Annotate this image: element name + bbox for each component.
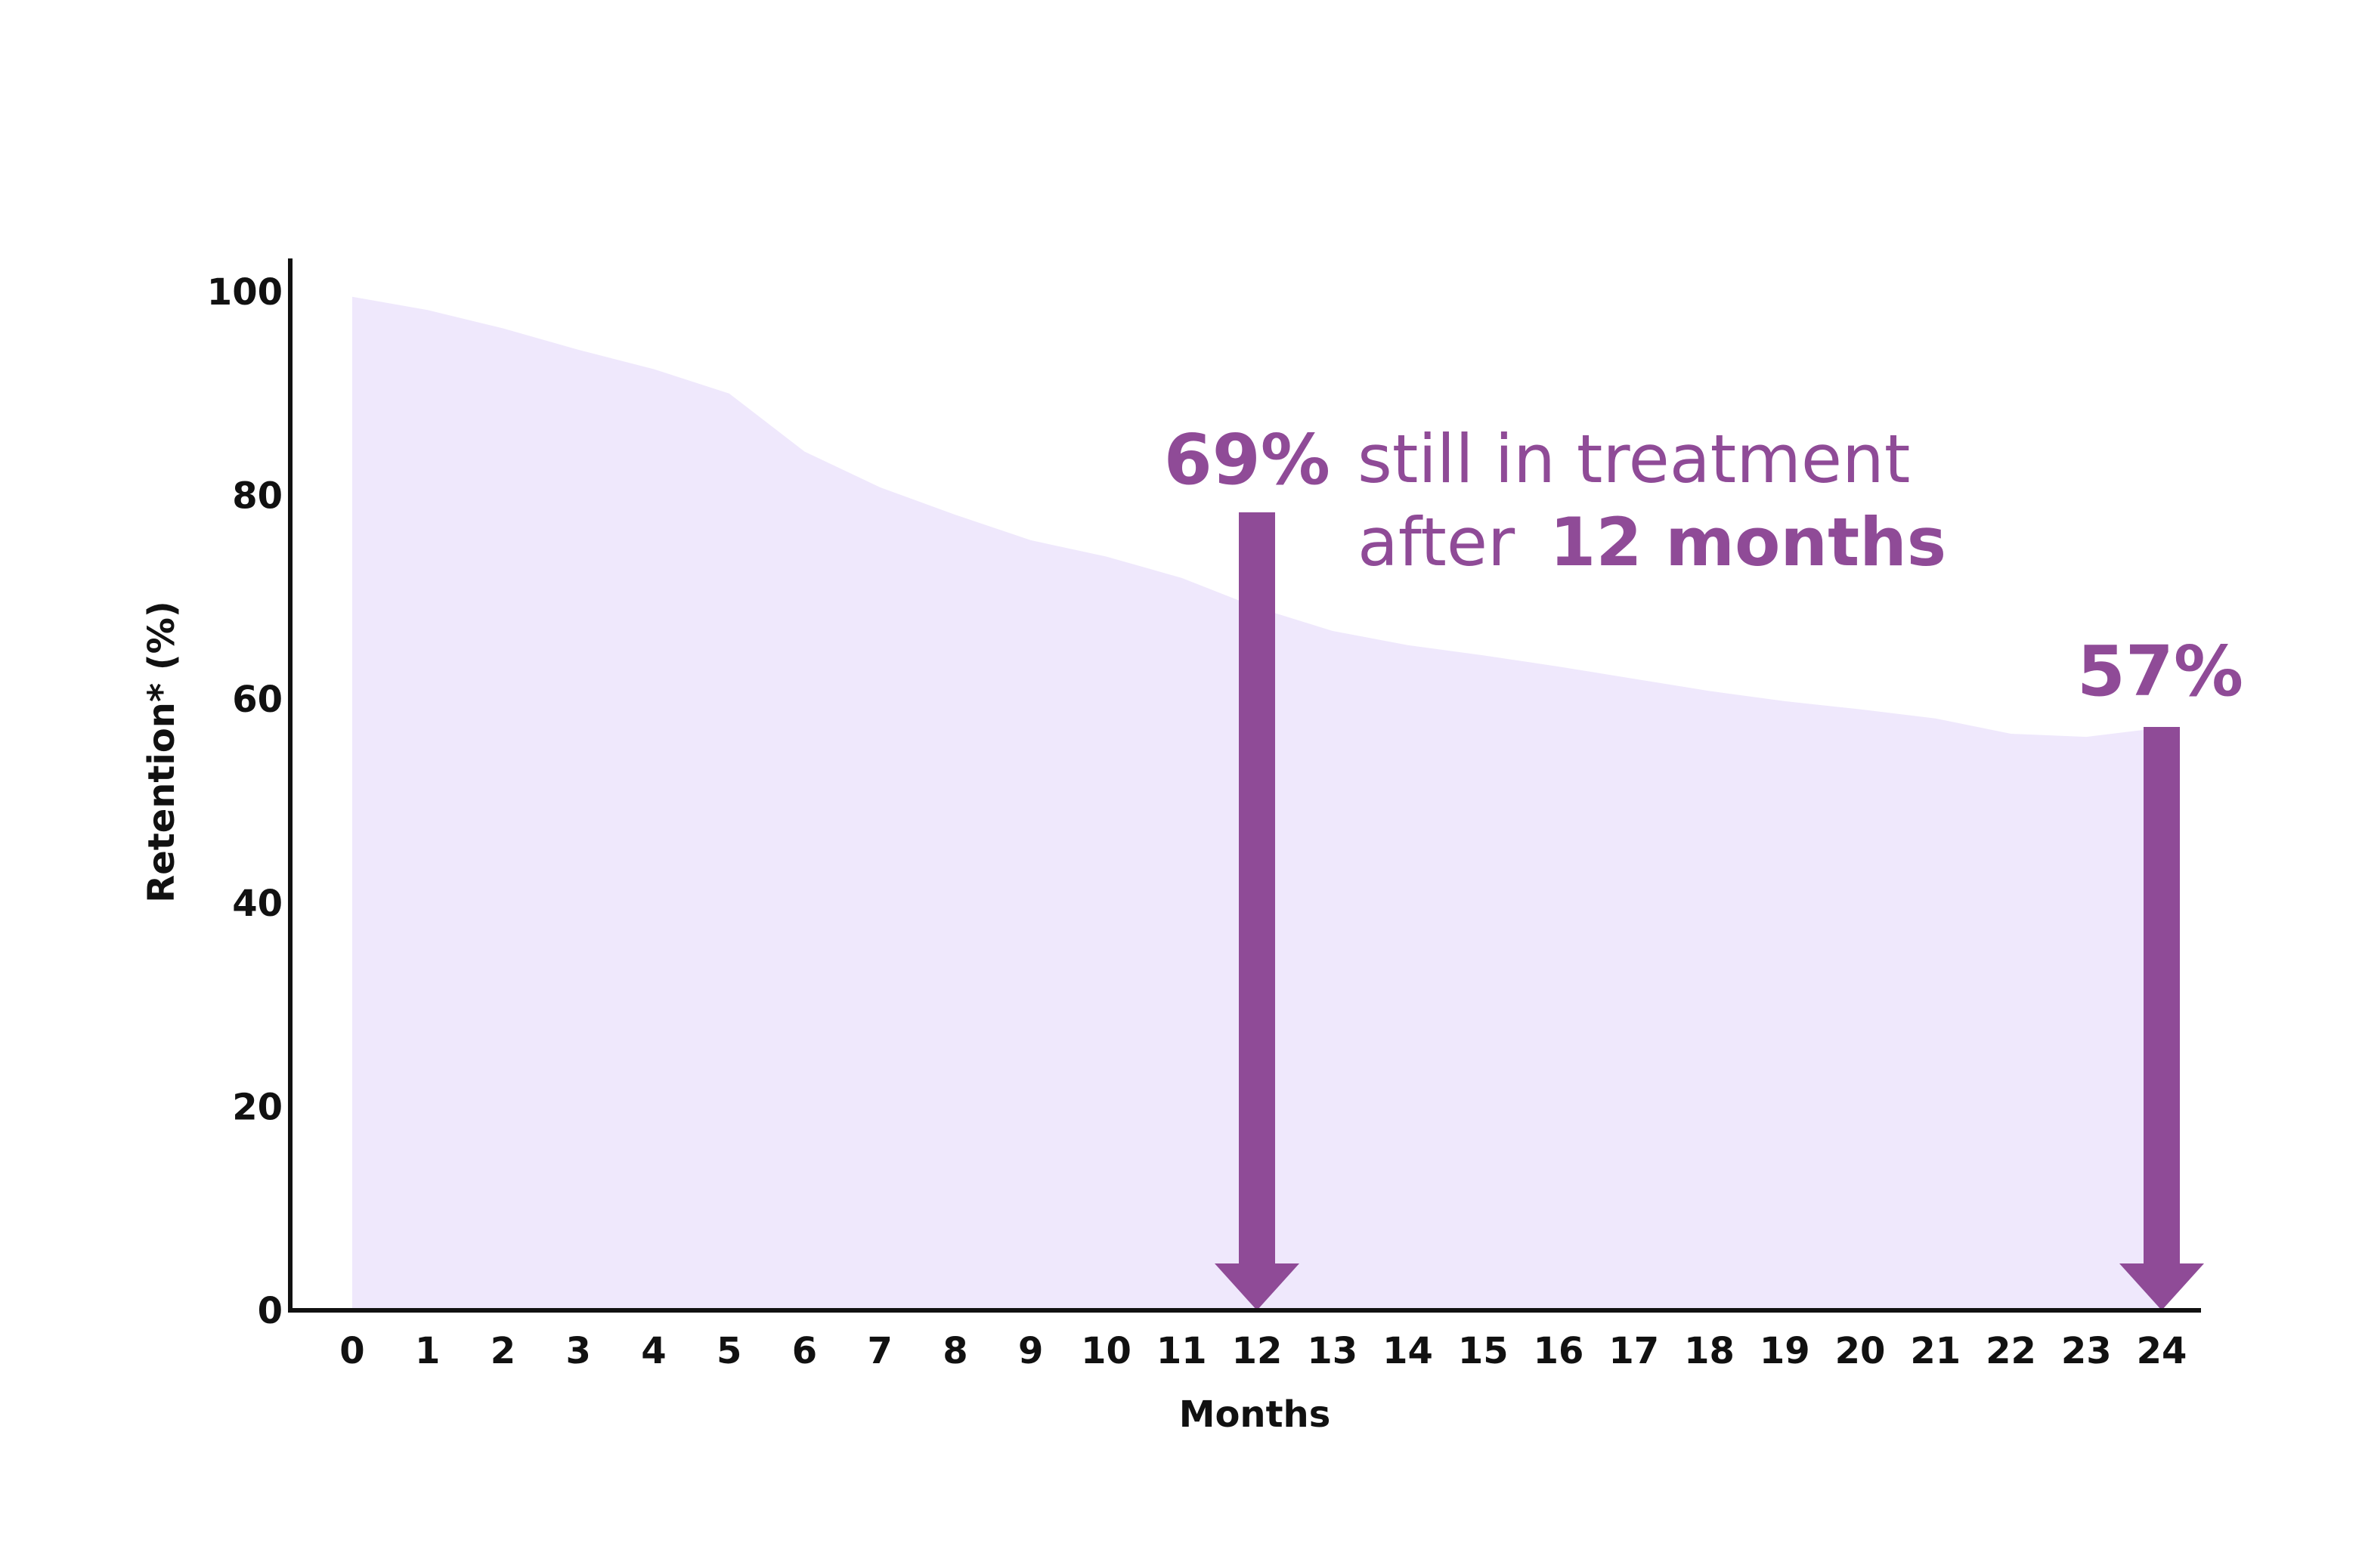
x-tick-label: 17	[1608, 1330, 1659, 1372]
x-tick-label: 4	[641, 1330, 666, 1372]
annotation-arrows	[1215, 512, 2204, 1310]
x-tick-label: 13	[1307, 1330, 1357, 1372]
annotation-arrow	[1215, 512, 1299, 1310]
x-tick-label: 9	[1018, 1330, 1043, 1372]
x-axis-ticks: 0 1 2 3 4 5 6 7 8 9 10 11 12 13 14 15 16 17 18 19 20 21 22 23 24	[339, 1330, 2187, 1372]
y-axis-ticks: 0 20 40 60 80 100	[207, 271, 283, 1332]
x-tick-label: 16	[1534, 1330, 1584, 1372]
y-tick-label: 100	[207, 271, 283, 314]
x-tick-label: 7	[868, 1330, 893, 1372]
x-tick-label: 11	[1156, 1330, 1207, 1372]
x-axis-title: Months	[1179, 1393, 1331, 1436]
x-tick-label: 3	[566, 1330, 591, 1372]
annotation-24-months-value: 57%	[2077, 631, 2243, 712]
x-tick-label: 18	[1684, 1330, 1735, 1372]
annotation-12-months-text-line2: after 12 months	[1357, 503, 1946, 581]
x-tick-label: 20	[1835, 1330, 1886, 1372]
annotation-12-months-text-line1: still in treatment	[1357, 420, 1910, 498]
x-tick-label: 21	[1910, 1330, 1961, 1372]
y-tick-label: 80	[232, 475, 283, 518]
x-tick-label: 22	[1986, 1330, 2036, 1372]
y-tick-label: 40	[232, 883, 283, 925]
annotation-after-text: after	[1357, 503, 1515, 581]
x-tick-label: 1	[415, 1330, 440, 1372]
x-tick-label: 2	[491, 1330, 515, 1372]
annotation-12-months-value: 69%	[1164, 419, 1330, 500]
x-tick-label: 0	[339, 1330, 364, 1372]
x-tick-label: 10	[1081, 1330, 1131, 1372]
x-tick-label: 14	[1382, 1330, 1433, 1372]
x-tick-label: 15	[1458, 1330, 1509, 1372]
y-axis-title: Retention* (%)	[141, 601, 183, 903]
x-tick-label: 5	[717, 1330, 741, 1372]
annotation-arrow	[2119, 727, 2204, 1310]
x-tick-label: 12	[1232, 1330, 1283, 1372]
y-tick-label: 60	[232, 679, 283, 721]
x-tick-label: 8	[943, 1330, 967, 1372]
annotation-12-months-bold-text: 12 months	[1549, 503, 1946, 581]
x-tick-label: 19	[1760, 1330, 1810, 1372]
x-tick-label: 23	[2061, 1330, 2112, 1372]
x-tick-label: 6	[792, 1330, 817, 1372]
y-tick-label: 0	[258, 1290, 283, 1332]
x-tick-label: 24	[2137, 1330, 2187, 1372]
y-tick-label: 20	[232, 1086, 283, 1128]
